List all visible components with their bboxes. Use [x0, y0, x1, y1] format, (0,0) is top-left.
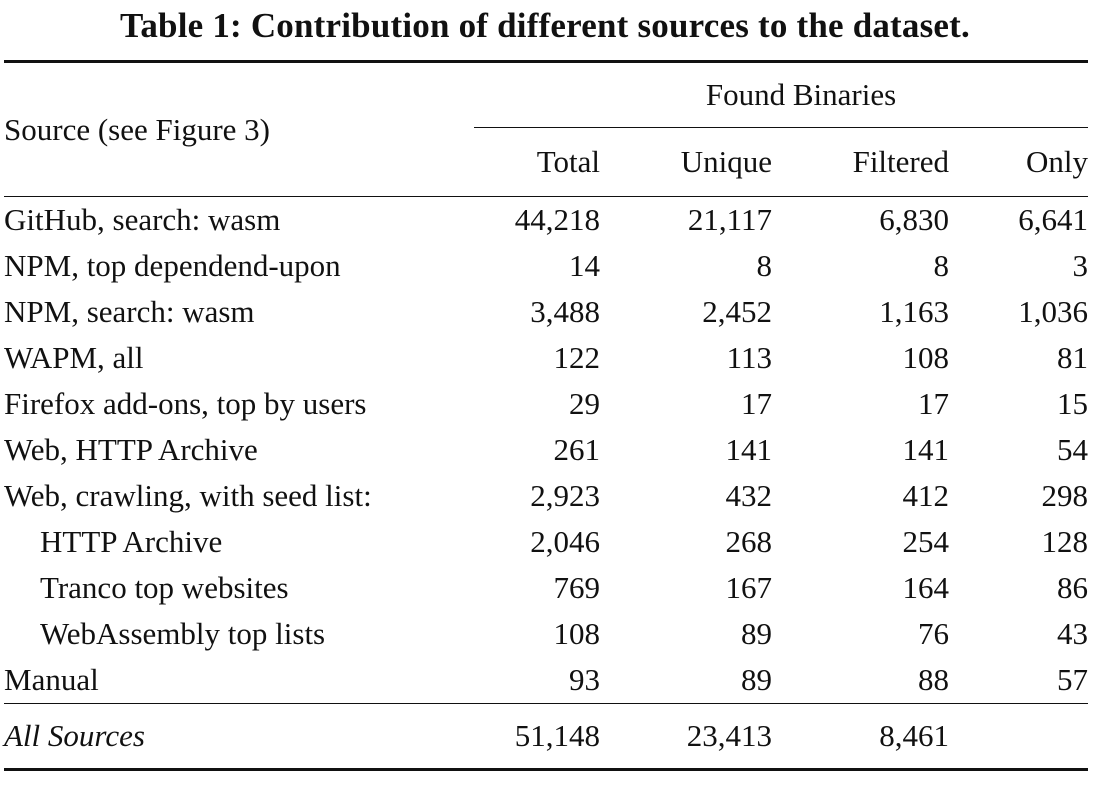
table-row: Web, crawling, with seed list: 2,923 432… [4, 473, 1088, 519]
row-source: Web, HTTP Archive [4, 432, 258, 467]
total-row-label: All Sources [4, 703, 474, 771]
cell-filtered: 1,163 [879, 294, 949, 329]
cell-filtered: 164 [902, 570, 950, 605]
cell-unique: 167 [725, 570, 773, 605]
row-source: NPM, search: wasm [4, 294, 255, 329]
row-source: NPM, top dependend-upon [4, 248, 341, 283]
cell-total: 2,046 [530, 524, 600, 559]
cell-filtered: 8 [933, 248, 950, 283]
cell-only: 57 [1057, 662, 1088, 697]
row-source: Tranco top websites [40, 570, 289, 605]
table-row: Tranco top websites 769 167 164 86 [4, 565, 1088, 611]
cell-unique: 113 [726, 340, 772, 375]
found-binaries-group-header: Found Binaries [474, 63, 1088, 128]
cell-only: 1,036 [1018, 294, 1088, 329]
row-source: WAPM, all [4, 340, 144, 375]
row-source: Web, crawling, with seed list: [4, 478, 372, 513]
table-row: Web, HTTP Archive 261 141 141 54 [4, 427, 1088, 473]
table-row: HTTP Archive 2,046 268 254 128 [4, 519, 1088, 565]
table-row: Firefox add-ons, top by users 29 17 17 1… [4, 381, 1088, 427]
cell-only: 298 [1041, 478, 1089, 513]
table-row: NPM, top dependend-upon 14 8 8 3 [4, 243, 1088, 289]
cell-total: 3,488 [530, 294, 600, 329]
column-header-total: Total [536, 144, 600, 179]
column-header-only: Only [1026, 144, 1088, 179]
cell-unique: 432 [725, 478, 773, 513]
cell-filtered: 6,830 [772, 196, 949, 243]
table-row: Manual 93 89 88 57 [4, 657, 1088, 704]
cell-total: 2,923 [530, 478, 600, 513]
cell-only: 6,641 [949, 196, 1088, 243]
cell-only: 43 [1057, 616, 1088, 651]
total-cell-filtered: 8,461 [772, 703, 949, 771]
column-header-filtered: Filtered [852, 144, 949, 179]
cell-total: 261 [553, 432, 601, 467]
row-source: HTTP Archive [40, 524, 223, 559]
cell-unique: 268 [725, 524, 773, 559]
cell-only: 128 [1041, 524, 1089, 559]
cell-only: 15 [1057, 386, 1088, 421]
table-caption: Table 1: Contribution of different sourc… [120, 6, 970, 45]
cell-filtered: 17 [918, 386, 949, 421]
cell-unique: 2,452 [702, 294, 772, 329]
cell-total: 769 [553, 570, 601, 605]
cell-filtered: 76 [918, 616, 949, 651]
cell-total: 108 [553, 616, 601, 651]
table-row: WebAssembly top lists 108 89 76 43 [4, 611, 1088, 657]
row-source: Manual [4, 662, 99, 697]
table-row: GitHub, search: wasm 44,218 21,117 6,830… [4, 196, 1088, 243]
row-source: Firefox add-ons, top by users [4, 386, 367, 421]
cell-unique: 21,117 [600, 196, 772, 243]
total-cell-only [949, 703, 1088, 771]
total-cell-total: 51,148 [474, 703, 600, 771]
cell-only: 3 [1072, 248, 1089, 283]
cell-only: 54 [1057, 432, 1088, 467]
row-source: GitHub, search: wasm [4, 196, 474, 243]
cell-filtered: 108 [902, 340, 950, 375]
cell-only: 86 [1057, 570, 1088, 605]
cell-unique: 89 [741, 662, 772, 697]
sources-table: Source (see Figure 3) Found Binaries Tot… [4, 60, 1088, 771]
cell-unique: 89 [741, 616, 772, 651]
total-row: All Sources 51,148 23,413 8,461 [4, 703, 1088, 771]
source-column-header: Source (see Figure 3) [4, 111, 270, 147]
table-row: WAPM, all 122 113 108 81 [4, 335, 1088, 381]
cell-filtered: 254 [902, 524, 950, 559]
total-cell-unique: 23,413 [600, 703, 772, 771]
cell-total: 122 [553, 340, 601, 375]
cell-total: 14 [569, 248, 600, 283]
cell-total: 44,218 [474, 196, 600, 243]
cell-unique: 8 [756, 248, 773, 283]
cell-filtered: 88 [918, 662, 949, 697]
cell-total: 93 [569, 662, 600, 697]
cell-total: 29 [569, 386, 600, 421]
row-source: WebAssembly top lists [40, 616, 326, 651]
cell-filtered: 412 [902, 478, 950, 513]
table-row: NPM, search: wasm 3,488 2,452 1,163 1,03… [4, 289, 1088, 335]
cell-unique: 17 [741, 386, 772, 421]
cell-filtered: 141 [902, 432, 950, 467]
cell-unique: 141 [725, 432, 773, 467]
cell-only: 81 [1057, 340, 1088, 375]
column-header-unique: Unique [680, 144, 772, 179]
